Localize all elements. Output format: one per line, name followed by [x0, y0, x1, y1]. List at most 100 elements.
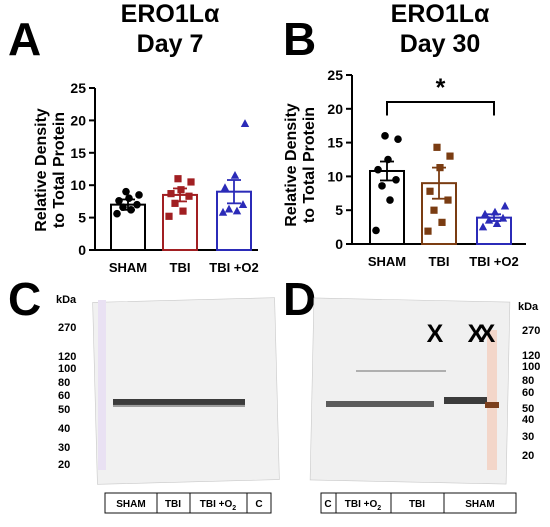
blot-c-group-strip: SHAM TBI TBI +O2 C — [104, 492, 272, 514]
chart-b-ylabel-line1: Relative Density — [283, 103, 300, 227]
blot-d-ladder-labels: 270 120 100 80 60 50 40 30 20 — [522, 325, 540, 462]
chart-b-data-point — [436, 164, 444, 172]
blot-d-group-sham: SHAM — [465, 499, 494, 510]
chart-b: ERO1Lα Day 30 Relative Density to Total … — [283, 0, 526, 269]
chart-a-category-label: SHAM — [109, 260, 147, 275]
chart-a-data-point — [119, 203, 127, 212]
panel-letter-c: C — [8, 273, 41, 325]
chart-b-significance-bracket — [386, 101, 495, 116]
chart-b-category-label: TBI — [429, 254, 450, 269]
blot-d-marks: X X X — [427, 320, 496, 348]
chart-b-y-tick-label: 5 — [335, 202, 343, 218]
chart-b-y-tick-label: 20 — [327, 101, 343, 117]
chart-a-y-tick-label: 25 — [70, 80, 86, 96]
chart-a-y-tick-label: 0 — [78, 242, 86, 258]
chart-b-data-point — [438, 218, 446, 226]
chart-b-y-tick-label: 10 — [327, 168, 343, 184]
chart-a-data-point — [232, 206, 242, 215]
blot-d-strip-box — [320, 492, 517, 514]
chart-a-bar — [162, 193, 198, 251]
blot-d-ladder-label: 20 — [522, 450, 534, 462]
blot-d-band-faint — [356, 370, 446, 372]
blot-c-ladder-labels: 270 120 100 80 60 50 40 30 20 — [58, 322, 76, 471]
chart-b-bar — [369, 169, 405, 246]
chart-a-category-label: TBI +O2 — [209, 260, 259, 275]
chart-a-data-point — [167, 190, 175, 198]
blot-d-group-control: C — [324, 499, 331, 510]
chart-b-data-point — [378, 182, 386, 190]
chart-a-title-line1: ERO1Lα — [121, 0, 220, 28]
blot-d-group-tbi-o2-main: TBI +O — [345, 499, 378, 510]
blot-d-ladder-lane — [485, 330, 499, 470]
blot-c-ladder-label: 120 — [58, 351, 76, 363]
blot-c-group-sham: SHAM — [116, 499, 145, 510]
blot-d-mark-x: X — [468, 320, 485, 348]
chart-a-data-point — [122, 187, 130, 196]
blot-d-kda-label: kDa — [518, 301, 539, 313]
blot-d-band-row — [444, 397, 488, 404]
chart-b-category-label: SHAM — [368, 254, 406, 269]
blot-d-ladder-label: 40 — [522, 414, 534, 426]
chart-a-data-point — [230, 170, 240, 179]
chart-a-data-point — [113, 209, 121, 218]
chart-b-data-point — [498, 213, 508, 222]
blot-c-membrane — [92, 297, 280, 485]
chart-b-y-tick-label: 25 — [327, 67, 343, 83]
blot-c-band-shadow — [113, 404, 245, 407]
blot-d: X X X kDa 270 120 100 80 60 50 40 30 20 … — [309, 297, 540, 514]
blot-c-ladder-label: 80 — [58, 377, 70, 389]
chart-a-y-tick-label: 10 — [70, 177, 86, 193]
blot-d-ladder-label: 80 — [522, 375, 534, 387]
blot-d-membrane — [309, 297, 511, 485]
blot-c-ladder-label: 100 — [58, 363, 76, 375]
blot-d-ladder-band — [485, 402, 499, 408]
blot-c-ladder-label: 270 — [58, 322, 76, 334]
blot-c-ladder-smear — [98, 300, 106, 470]
chart-a-data-point — [185, 192, 193, 200]
chart-b-data-point — [372, 226, 380, 235]
chart-a-data-point — [224, 204, 234, 213]
panel-letter-b: B — [283, 13, 316, 65]
chart-a-bar — [110, 203, 146, 251]
blot-c-band-row — [113, 399, 245, 405]
blot-d-ladder-label: 30 — [522, 431, 534, 443]
chart-b-significance-star: * — [436, 74, 446, 102]
blot-d-ladder-smear — [487, 330, 497, 470]
blot-c-ladder-label: 20 — [58, 459, 70, 471]
chart-a-category-label: TBI — [170, 260, 191, 275]
blot-c-ladder-label: 50 — [58, 404, 70, 416]
chart-a-data-point — [177, 186, 185, 194]
chart-b-data-point — [386, 196, 394, 204]
blot-d-group-tbi: TBI — [409, 499, 425, 510]
chart-b-title-line1: ERO1Lα — [391, 0, 490, 28]
blot-c-ladder-label: 40 — [58, 423, 70, 435]
blot-c-ladder-label: 60 — [58, 390, 70, 402]
blot-c-strip-box — [104, 492, 272, 514]
chart-a-data-point — [135, 191, 143, 199]
blot-c-ladder-lane — [98, 300, 106, 470]
chart-a-data-point — [174, 175, 182, 183]
chart-b-data-point — [490, 207, 500, 216]
blot-d-ladder-label: 100 — [522, 361, 540, 373]
chart-b-category-label: TBI +O2 — [469, 254, 519, 269]
chart-b-data-point — [480, 209, 490, 218]
blot-d-ladder-label: 270 — [522, 325, 540, 337]
chart-b-data-point — [433, 143, 441, 151]
chart-b-data-point — [444, 196, 452, 204]
chart-a-y-tick-label: 5 — [78, 210, 86, 226]
chart-a-data-point — [220, 183, 230, 192]
chart-a: ERO1Lα Day 7 Relative Density to Total P… — [33, 0, 259, 275]
blot-c-group-control: C — [255, 499, 262, 510]
chart-a-data-point — [238, 200, 248, 208]
chart-b-y-tick-label: 0 — [335, 236, 343, 252]
chart-a-data-point — [187, 178, 195, 186]
chart-b-data-point — [500, 201, 510, 210]
chart-b-data-point — [446, 152, 454, 160]
blot-d-group-tbi-o2: TBI +O2 — [345, 499, 382, 512]
chart-b-data-point — [394, 135, 402, 144]
chart-b-data-point — [426, 187, 434, 195]
chart-a-data-point — [179, 207, 187, 215]
panel-letter-d: D — [283, 273, 316, 325]
blot-d-band-row — [326, 401, 434, 407]
